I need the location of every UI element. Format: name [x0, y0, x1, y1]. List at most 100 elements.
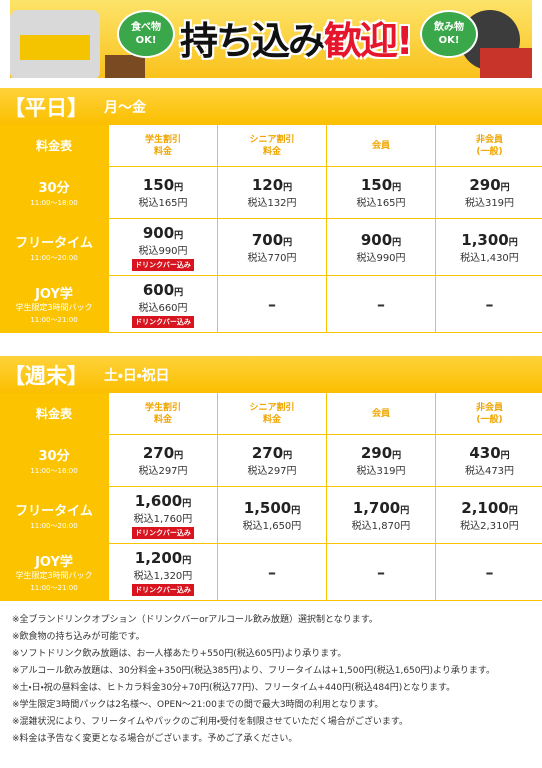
price: 700円: [252, 231, 292, 249]
tax-price: 税込1,870円: [351, 520, 411, 532]
price-unit: 円: [283, 183, 293, 193]
price-cell: –: [436, 544, 542, 600]
price-value: 430: [469, 444, 501, 462]
snack: [105, 55, 145, 78]
price-value: 270: [142, 444, 175, 462]
price-cell: 900円税込990円 ドリンクバー込み: [109, 219, 217, 275]
price-unit: 円: [500, 183, 510, 193]
price-value: 150: [360, 176, 393, 194]
tax-price: 税込297円: [247, 466, 297, 477]
row-name: 30分 11:00〜18:00: [0, 167, 108, 218]
price: 1,500円: [244, 499, 300, 517]
price: 1,200円: [135, 549, 191, 567]
price-cell: 120円 税込132円: [218, 167, 326, 218]
price-unit: 円: [508, 505, 518, 516]
column-header: 学生割引 料金: [109, 393, 217, 434]
price-cell: 2,100円税込2,310円: [436, 487, 542, 543]
row-name: 30分 11:00〜16:00: [0, 435, 108, 486]
no-price: –: [485, 562, 494, 582]
cup: [480, 48, 532, 78]
plan-name: 30分: [38, 449, 70, 464]
price: 1,300円: [461, 231, 517, 249]
tax-price: 税込1,430円: [460, 252, 519, 264]
plan-hours: 11:00〜21:00: [30, 316, 78, 324]
price-unit: 円: [392, 183, 402, 193]
drink-badge: ドリンクバー込み: [132, 258, 194, 271]
price-section: 【週末】 土・日・祝日 料金表 学生割引 料金 シニア割引 料金 会員 非会員 (一般) 30…: [0, 356, 542, 601]
tax-price: 税込297円: [138, 466, 188, 477]
price-unit: 円: [182, 555, 192, 566]
price-unit: 円: [283, 237, 293, 248]
plan-name: JOY学: [35, 287, 73, 302]
price-cell: –: [436, 276, 542, 332]
price-section: 【平日】 月〜金 料金表 学生割引 料金 シニア割引 料金 会員 非会員 (一般) 30分 11…: [0, 88, 542, 333]
row-name: JOY学 学生限定3時間パック 11:00〜21:00: [0, 276, 108, 332]
column-header: 料金表: [0, 125, 108, 166]
price-cell: 1,200円税込1,320円 ドリンクバー込み: [109, 544, 217, 600]
no-price: –: [377, 562, 385, 582]
banner-art: [10, 10, 532, 78]
price: 270円: [252, 444, 292, 462]
price-cell: 1,700円税込1,870円: [327, 487, 435, 543]
price-value: 2,100: [461, 498, 509, 517]
price-cell: 600円 税込660円 ドリンクバー込み: [109, 276, 217, 332]
column-header: 非会員 (一般): [436, 125, 542, 166]
row-name: フリータイム 11:00〜20:00: [0, 487, 108, 543]
column-header: 会員: [327, 393, 435, 434]
no-price: –: [268, 294, 276, 314]
price-cell: 430円 税込473円: [436, 435, 542, 486]
plan-sub: 学生限定3時間パック: [15, 303, 93, 312]
price: 120円: [252, 176, 292, 194]
price: 150円: [361, 176, 401, 194]
price-value: 120: [251, 176, 284, 194]
plan-name: JOY学: [35, 555, 73, 570]
food-bubble: 食べ物 OK!: [117, 10, 175, 58]
column-header: 学生割引 料金: [109, 125, 217, 166]
plan-sub: 学生限定3時間パック: [15, 571, 93, 580]
drink-badge: ドリンクバー込み: [132, 526, 194, 539]
column-header: 会員: [327, 125, 435, 166]
title-accent: 歓迎!: [324, 19, 413, 63]
price: 1,700円: [353, 499, 409, 517]
price: 900円: [143, 224, 183, 242]
tax-price: 税込1,320円: [133, 570, 193, 582]
tax-price: 税込319円: [464, 198, 515, 209]
tax-price: 税込990円: [138, 245, 188, 257]
tax-price: 税込1,650円: [242, 520, 302, 532]
drink-badge: ドリンクバー込み: [132, 583, 194, 596]
price: 900円: [361, 231, 401, 249]
tax-price: 税込2,310円: [460, 520, 519, 532]
price-cell: –: [327, 544, 435, 600]
price-cell: 270円 税込297円: [109, 435, 217, 486]
no-price: –: [268, 562, 276, 582]
price-cell: 290円税込319円: [436, 167, 542, 218]
section-header: 【平日】 月〜金: [0, 88, 542, 125]
price-unit: 円: [174, 183, 184, 193]
price-table: 料金表 学生割引 料金 シニア割引 料金 会員 非会員 (一般) 30分 11:00〜16:…: [0, 393, 542, 601]
banner-title: 持ち込み歓迎!: [180, 10, 413, 65]
plan-hours: 11:00〜21:00: [30, 584, 78, 592]
price-unit: 円: [500, 451, 510, 461]
price-value: 1,600: [134, 491, 183, 510]
section-days: 月〜金: [104, 99, 146, 116]
price-unit: 円: [291, 505, 301, 516]
note: ※全ブランドリンクオプション（ドリンクバーorアルコール飲み放題）選択制となりま…: [12, 615, 378, 625]
row-name: JOY学 学生限定3時間パック 11:00〜21:00: [0, 544, 108, 600]
price: 290円: [469, 176, 509, 194]
plan-name: フリータイム: [15, 503, 93, 519]
price-value: 1,300: [461, 230, 509, 249]
tax-price: 税込660円: [138, 302, 188, 314]
price-cell: 700円 税込770円: [218, 219, 326, 275]
tax-price: 税込319円: [356, 466, 406, 477]
price-cell: 1,600円 税込1,760円 ドリンクバー込み: [109, 487, 217, 543]
price: 2,100円: [461, 499, 517, 517]
price-unit: 円: [392, 237, 402, 248]
price-value: 600: [142, 280, 175, 299]
price-value: 150: [142, 176, 175, 194]
note: ※混雑状況により、フリータイムやパックのご利用・受付を制限させていただく場合がご…: [12, 717, 408, 727]
note: ※アルコール飲み放題は、30分料金+350円(税込385円)より、フリータイムは…: [12, 666, 495, 676]
tax-price: 税込1,760円: [133, 513, 193, 525]
column-header: シニア割引 料金: [218, 393, 326, 434]
price-table: 料金表 学生割引 料金 シニア割引 料金 会員 非会員 (一般) 30分 11:00〜18:…: [0, 125, 542, 333]
